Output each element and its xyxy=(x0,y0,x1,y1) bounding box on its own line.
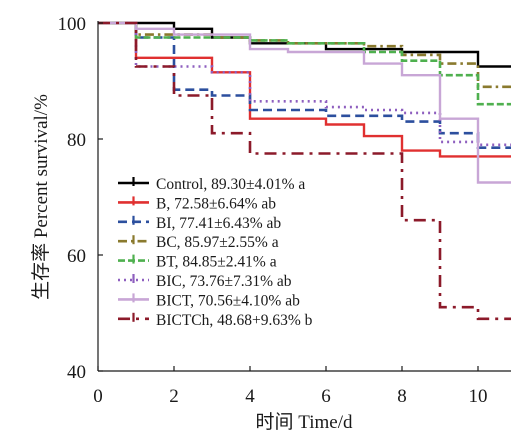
x-axis-label: 时间 Time/d xyxy=(256,411,353,433)
y-tick-label: 100 xyxy=(58,14,87,35)
legend-label: B, 72.58±6.64% ab xyxy=(156,195,276,212)
axes xyxy=(97,21,511,372)
legend-label: BIC, 73.76±7.31% ab xyxy=(156,273,292,290)
series-line-1 xyxy=(98,21,511,158)
series-line-7 xyxy=(98,21,511,321)
x-tick-label: 8 xyxy=(397,386,407,407)
y-tick-label: 80 xyxy=(67,130,86,151)
legend-label: Control, 89.30±4.01% a xyxy=(156,176,305,193)
x-tick-label: 10 xyxy=(469,386,488,407)
y-tick-label: 60 xyxy=(67,246,86,267)
x-tick-label: 6 xyxy=(321,386,331,407)
series-line-2 xyxy=(98,21,511,149)
legend-label: BT, 84.85±2.41% a xyxy=(156,254,277,271)
legend: Control, 89.30±4.01% a B, 72.58±6.64% ab B… xyxy=(118,176,313,329)
x-tick-label: 2 xyxy=(169,386,179,407)
x-tick-label: 0 xyxy=(93,386,103,407)
ticks: 0 2 4 6 8 10 40 60 80 100 xyxy=(58,14,488,407)
series-line-5 xyxy=(98,21,511,147)
series-line-4 xyxy=(98,21,511,106)
legend-label: BI, 77.41±6.43% ab xyxy=(156,215,281,232)
legend-label: BC, 85.97±2.55% a xyxy=(156,234,279,251)
y-axis-label: 生存率 Percent survival/% xyxy=(30,94,52,300)
y-tick-label: 40 xyxy=(67,362,86,383)
legend-label: BICT, 70.56±4.10% ab xyxy=(156,292,300,309)
x-tick-label: 4 xyxy=(245,386,255,407)
series-layer xyxy=(98,21,511,321)
legend-label: BICTCh, 48.68+9.63% b xyxy=(156,312,313,329)
series-line-6 xyxy=(98,21,511,184)
series-line-3 xyxy=(98,21,511,89)
